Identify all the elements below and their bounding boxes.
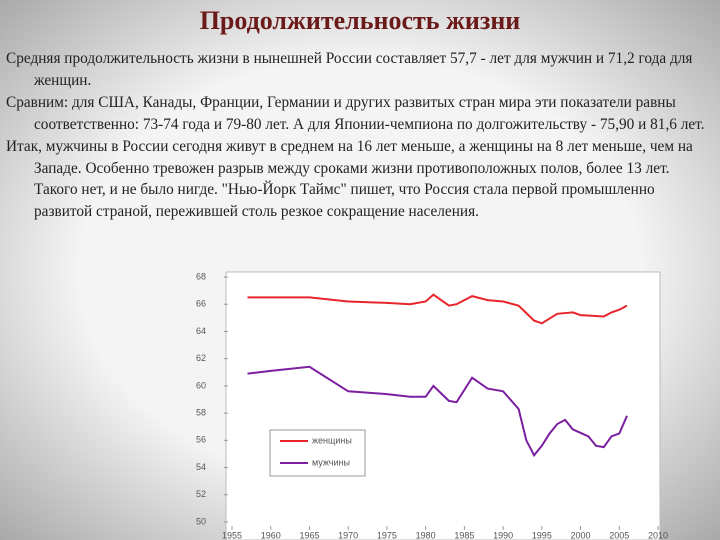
x-tick-label: 2000 [571, 530, 591, 540]
x-tick-label: 1985 [454, 530, 474, 540]
y-tick-label: 60 [196, 380, 206, 390]
y-tick-label: 50 [196, 516, 206, 526]
x-tick-label: 1955 [222, 530, 242, 540]
x-tick-label: 2005 [609, 530, 629, 540]
y-tick-label: 54 [196, 462, 206, 472]
y-tick-label: 64 [196, 326, 206, 336]
paragraph: Итак, мужчины в России сегодня живут в с… [6, 138, 693, 220]
y-tick-label: 58 [196, 407, 206, 417]
x-tick-label: 1970 [338, 530, 358, 540]
x-tick-label: 1980 [416, 530, 436, 540]
x-tick-label: 1995 [532, 530, 552, 540]
y-tick-label: 52 [196, 489, 206, 499]
series-line [247, 293, 628, 325]
x-tick-label: 1990 [493, 530, 513, 540]
y-tick-label: 66 [196, 299, 206, 309]
y-tick-label: 62 [196, 353, 206, 363]
paragraph: Средняя продолжительность жизни в нынешн… [6, 50, 693, 89]
series-line [247, 365, 628, 458]
plot-area [225, 271, 661, 540]
paragraph: Сравним: для США, Канады, Франции, Герма… [6, 94, 705, 133]
y-tick-label: 68 [196, 271, 206, 281]
x-tick-label: 2010 [648, 530, 668, 540]
y-tick-label: 56 [196, 435, 206, 445]
legend-label: женщины [312, 435, 352, 445]
legend-label: мужчины [312, 457, 350, 467]
x-tick-label: 1960 [261, 530, 281, 540]
slide-text: Средняя продолжительность жизни в нынешн… [6, 48, 714, 223]
slide-title: Продолжительность жизни [199, 6, 521, 35]
x-tick-label: 1975 [377, 530, 397, 540]
x-tick-label: 1965 [299, 530, 319, 540]
legend-box [269, 429, 366, 477]
